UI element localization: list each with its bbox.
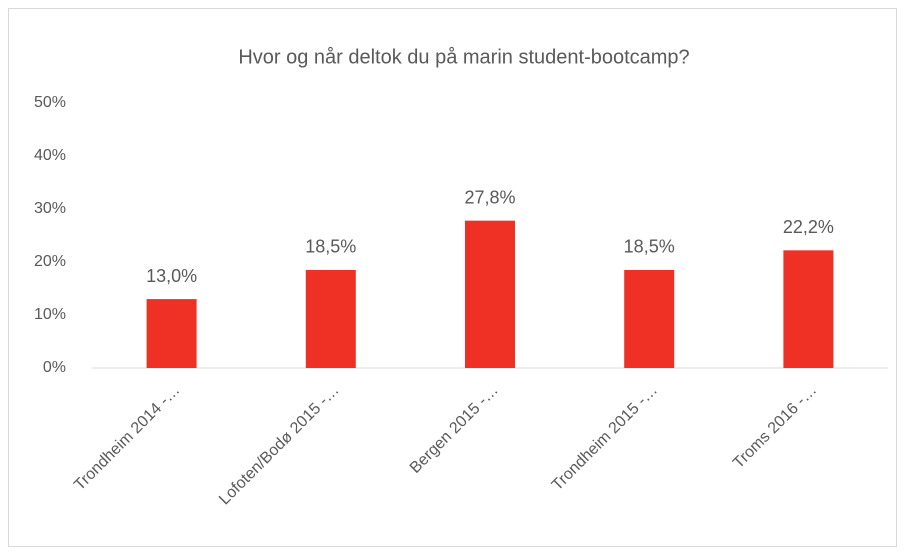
data-label: 13,0% [146,266,197,286]
bar [465,220,515,368]
data-label: 27,8% [464,187,515,207]
data-label: 22,2% [783,217,834,237]
bar [624,269,675,368]
chart-border [8,8,897,547]
bar [783,250,834,368]
chart-title: Hvor og når deltok du på marin student-b… [238,46,689,68]
data-label: 18,5% [624,237,675,257]
data-label: 18,5% [305,237,356,257]
y-tick-label: 50% [34,94,66,111]
bar [305,269,356,368]
y-tick-label: 40% [34,147,66,164]
y-tick-label: 20% [34,253,66,270]
bar [146,299,197,368]
y-tick-label: 0% [43,359,66,376]
y-tick-label: 10% [34,306,66,323]
y-tick-label: 30% [34,200,66,217]
